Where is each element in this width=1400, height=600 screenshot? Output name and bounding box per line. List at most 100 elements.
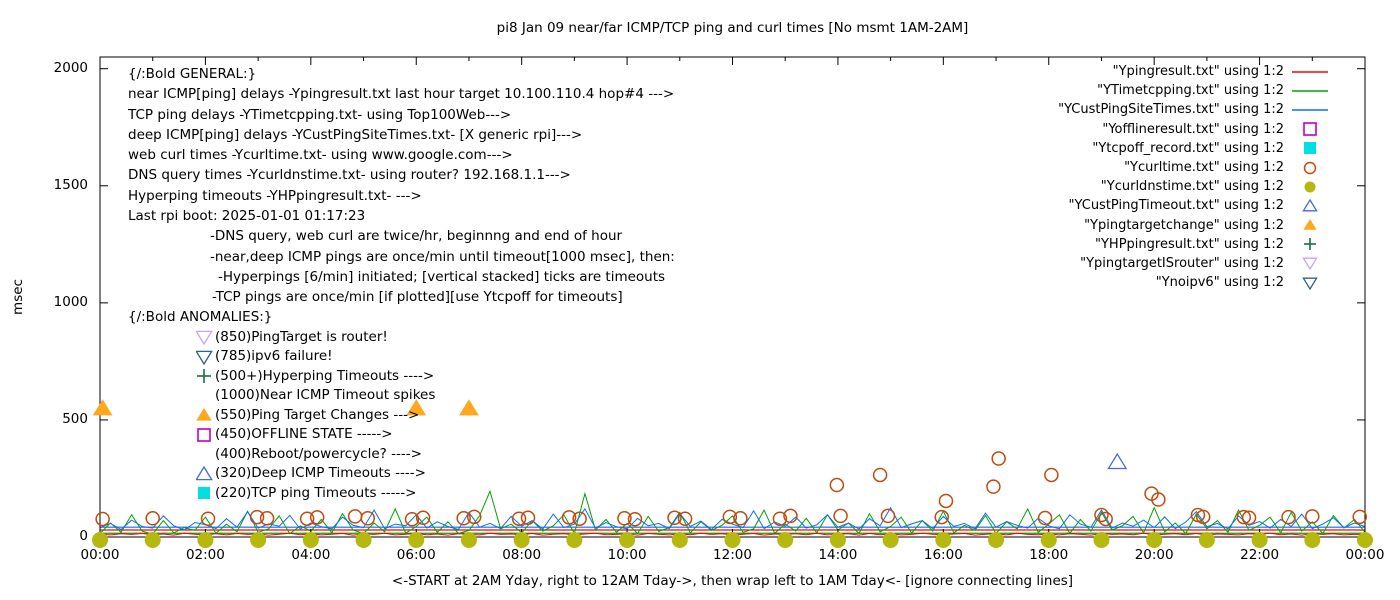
anomaly-note-text: (400)Reboot/powercycle? ---->	[215, 445, 422, 462]
legend-entry: "Ynoipv6" using 1:2	[1058, 273, 1336, 292]
circle-open-marker	[733, 511, 748, 526]
circle-open-marker	[677, 511, 693, 526]
anomaly-note-text: (320)Deep ICMP Timeouts ---->	[215, 465, 426, 481]
circle-open-marker	[1195, 509, 1211, 525]
circle-filled-marker	[1040, 532, 1057, 548]
legend-sample-plus	[1284, 236, 1336, 252]
legend-entry: "Ytcpoff_record.txt" using 1:2	[1058, 139, 1336, 158]
legend-sample-triangle-up-filled	[1284, 217, 1336, 233]
legend-sample-triangle-up-open	[1284, 198, 1336, 214]
legend-entry: "Ycurldnstime.txt" using 1:2	[1058, 177, 1336, 196]
triangle-up-filled-marker	[459, 399, 479, 416]
legend-label: "YHPpingresult.txt" using 1:2	[1095, 236, 1284, 252]
legend-sample-triangle-down-open	[1284, 255, 1336, 271]
circle-open-marker	[1241, 510, 1257, 526]
x-tick-label: 06:00	[396, 547, 436, 563]
general-note-line: -near,deep ICMP pings are once/min until…	[210, 248, 675, 265]
x-tick-label: 04:00	[291, 547, 331, 563]
anomaly-note-line: (400)Reboot/powercycle? ---->	[196, 445, 435, 465]
triangle-up-filled-marker	[406, 399, 427, 416]
x-tick-label: 00:00	[1345, 547, 1385, 563]
legend-sample-circle-filled	[1284, 179, 1336, 195]
general-note-line: TCP ping delays -YTimetcpping.txt- using…	[128, 106, 512, 123]
general-note-line: Last rpi boot: 2025-01-01 01:17:23	[128, 208, 366, 225]
circle-open-marker	[986, 479, 1001, 494]
circle-open-marker	[872, 467, 888, 483]
circle-open-marker	[617, 511, 632, 526]
legend-entry: "YHPpingresult.txt" using 1:2	[1058, 235, 1336, 254]
triangle-up-open-marker	[1302, 198, 1318, 212]
circle-filled-marker	[1146, 532, 1163, 548]
circle-filled-marker	[882, 532, 899, 548]
x-tick-label: 00:00	[80, 547, 120, 563]
y-tick-label: 2000	[53, 59, 88, 76]
plus-icon	[196, 368, 215, 384]
y-axis-label: msec	[10, 279, 26, 315]
triangle-up-filled-marker	[92, 399, 113, 416]
no-glyph	[196, 388, 215, 404]
anomaly-note-line: (500+)Hyperping Timeouts ---->	[196, 367, 435, 387]
circle-open-marker	[1151, 492, 1166, 507]
y-tick-label: 1500	[53, 176, 88, 193]
legend-entry: "YCustPingSiteTimes.txt" using 1:2	[1058, 100, 1336, 119]
legend-entry: "Ypingresult.txt" using 1:2	[1058, 62, 1336, 81]
circle-open-marker	[249, 509, 265, 525]
series-YCustPingSiteTimes.txt	[99, 506, 1366, 531]
triangle-down-open-marker	[196, 350, 213, 365]
circle-filled-marker	[92, 532, 108, 548]
circle-filled-marker	[250, 532, 267, 548]
y-tick-label: 1000	[53, 293, 88, 310]
circle-open-marker	[833, 508, 848, 524]
square-open-icon	[196, 427, 215, 443]
square-open-marker	[197, 427, 211, 442]
circle-open-marker	[1094, 507, 1109, 523]
circle-filled-marker	[619, 532, 636, 548]
circle-filled-marker	[988, 532, 1005, 548]
circle-filled-marker	[355, 532, 372, 548]
triangle-up-open-marker	[196, 465, 213, 480]
circle-open-marker	[1044, 467, 1059, 483]
anomaly-note-text: (1000)Near ICMP Timeout spikes	[215, 387, 436, 403]
legend-label: "Ytcpoff_record.txt" using 1:2	[1092, 140, 1284, 156]
x-tick-label: 20:00	[1134, 547, 1174, 563]
legend-sample-square-filled	[1284, 140, 1336, 156]
triangle-down-open-icon	[196, 329, 215, 346]
legend-label: "Ycurltime.txt" using 1:2	[1124, 160, 1284, 176]
general-note-line: -TCP pings are once/min [if plotted][use…	[212, 289, 623, 306]
no-glyph	[196, 446, 215, 462]
x-axis-label: <-START at 2AM Yday, right to 12AM Tday-…	[391, 573, 1074, 589]
circle-filled-marker	[724, 532, 741, 548]
anomalies-notes-block: {/:Bold ANOMALIES:} (850)PingTarget is ro…	[128, 308, 435, 503]
circle-open-marker	[1098, 511, 1113, 527]
x-tick-label: 16:00	[923, 547, 963, 563]
legend-sample-line	[1284, 102, 1336, 118]
circle-filled-marker	[566, 532, 583, 548]
anomaly-note-text: (220)TCP ping Timeouts ----->	[215, 484, 417, 501]
legend-entry: "YpingtargetISrouter" using 1:2	[1058, 254, 1336, 273]
circle-open-marker	[299, 511, 315, 526]
circle-open-marker	[722, 509, 738, 525]
general-notes-block: {/:Bold GENERAL:} near ICMP[ping] delays …	[128, 64, 675, 308]
triangle-down-open-icon	[196, 349, 215, 365]
circle-filled-marker	[829, 532, 846, 548]
circle-open-marker	[347, 509, 363, 524]
y-tick-label: 500	[62, 410, 88, 427]
legend-label: "Ypingresult.txt" using 1:2	[1112, 64, 1284, 80]
triangle-down-open-marker	[1302, 258, 1318, 271]
legend-label: "YpingtargetISrouter" using 1:2	[1080, 255, 1284, 271]
legend-entry: "YTimetcpping.txt" using 1:2	[1058, 81, 1336, 100]
triangle-up-filled-marker	[1303, 219, 1317, 230]
square-filled-icon	[196, 485, 215, 501]
general-note-line: web curl times -Ycurltime.txt- using www…	[128, 147, 513, 164]
circle-open-marker	[627, 511, 643, 527]
circle-open-marker	[145, 511, 160, 526]
general-note-line: {/:Bold GENERAL:}	[128, 66, 257, 82]
anomaly-note-line: (450)OFFLINE STATE ----->	[196, 425, 435, 445]
square-open-marker	[1303, 122, 1317, 136]
legend-entry: "YCustPingTimeout.txt" using 1:2	[1058, 196, 1336, 215]
x-tick-label: 22:00	[1240, 547, 1280, 563]
circle-filled-marker	[1093, 532, 1110, 548]
general-note-line: near ICMP[ping] delays -Ypingresult.txt …	[128, 86, 675, 103]
circle-filled-marker	[671, 532, 688, 548]
